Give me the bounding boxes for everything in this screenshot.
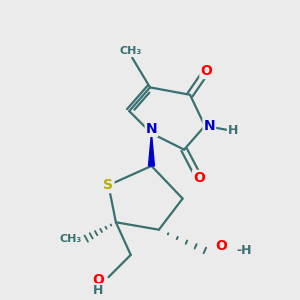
Text: N: N bbox=[203, 119, 215, 133]
Text: CH₃: CH₃ bbox=[60, 234, 82, 244]
Text: O: O bbox=[200, 64, 212, 78]
Text: CH₃: CH₃ bbox=[120, 46, 142, 56]
Text: H: H bbox=[93, 284, 103, 297]
Text: -H: -H bbox=[236, 244, 251, 257]
Text: O: O bbox=[215, 239, 227, 253]
Text: O: O bbox=[92, 273, 104, 287]
Text: N: N bbox=[146, 122, 157, 136]
Text: O: O bbox=[193, 171, 205, 185]
Polygon shape bbox=[148, 133, 154, 166]
Text: S: S bbox=[103, 178, 113, 192]
Text: H: H bbox=[228, 124, 238, 137]
